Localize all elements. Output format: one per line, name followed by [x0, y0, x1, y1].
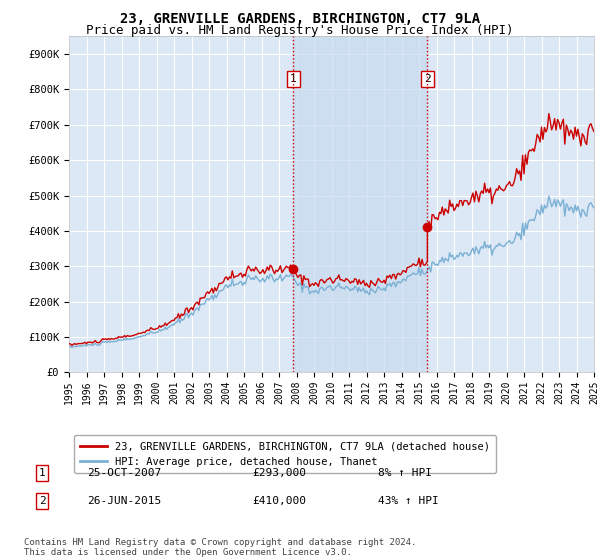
Text: 1: 1: [38, 468, 46, 478]
Text: 25-OCT-2007: 25-OCT-2007: [87, 468, 161, 478]
Text: £293,000: £293,000: [252, 468, 306, 478]
Text: Price paid vs. HM Land Registry's House Price Index (HPI): Price paid vs. HM Land Registry's House …: [86, 24, 514, 36]
Legend: 23, GRENVILLE GARDENS, BIRCHINGTON, CT7 9LA (detached house), HPI: Average price: 23, GRENVILLE GARDENS, BIRCHINGTON, CT7 …: [74, 435, 496, 473]
Text: 26-JUN-2015: 26-JUN-2015: [87, 496, 161, 506]
Text: 8% ↑ HPI: 8% ↑ HPI: [378, 468, 432, 478]
Bar: [293, 36, 427, 372]
Text: Contains HM Land Registry data © Crown copyright and database right 2024.
This d: Contains HM Land Registry data © Crown c…: [24, 538, 416, 557]
Text: 2: 2: [38, 496, 46, 506]
Text: 43% ↑ HPI: 43% ↑ HPI: [378, 496, 439, 506]
Text: 23, GRENVILLE GARDENS, BIRCHINGTON, CT7 9LA: 23, GRENVILLE GARDENS, BIRCHINGTON, CT7 …: [120, 12, 480, 26]
Text: 2: 2: [424, 74, 431, 84]
Text: £410,000: £410,000: [252, 496, 306, 506]
Text: 1: 1: [290, 74, 297, 84]
